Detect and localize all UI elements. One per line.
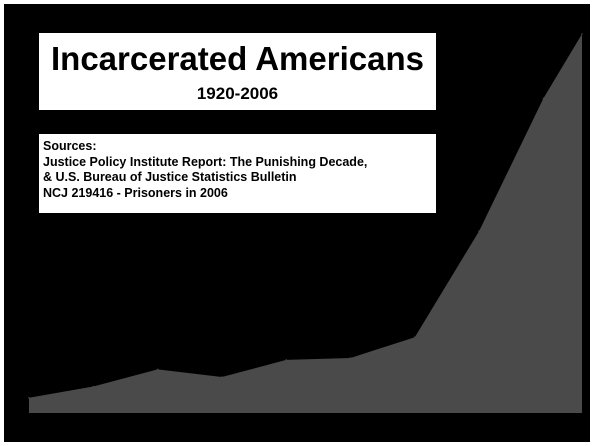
- data-point-1930: [92, 385, 95, 388]
- data-point-2006: [581, 33, 583, 35]
- incarceration-area: [29, 34, 582, 413]
- source-line-3: NCJ 219416 - Prisoners in 2006: [43, 185, 228, 200]
- data-point-1970: [349, 357, 352, 359]
- data-point-1980: [414, 336, 416, 339]
- sources-box: Sources: Justice Policy Institute Report…: [39, 134, 436, 213]
- sources-heading: Sources:: [43, 139, 97, 153]
- data-point-1950: [221, 376, 223, 378]
- chart-subtitle: 1920-2006: [196, 84, 279, 103]
- data-point-1990: [478, 230, 480, 232]
- chart-frame: Incarcerated Americans 1920-2006 Sources…: [4, 4, 590, 442]
- data-point-1960: [285, 359, 288, 361]
- source-line-2: & U.S. Bureau of Justice Statistics Bull…: [43, 170, 297, 184]
- source-line-1: Justice Policy Institute Report: The Pun…: [43, 154, 368, 169]
- data-point-1940: [156, 368, 159, 371]
- chart-title: Incarcerated Americans: [51, 40, 424, 77]
- data-point-1920: [28, 397, 30, 399]
- data-point-2000: [542, 97, 545, 100]
- plot-layer: [28, 33, 583, 413]
- title-box: Incarcerated Americans 1920-2006: [39, 33, 436, 110]
